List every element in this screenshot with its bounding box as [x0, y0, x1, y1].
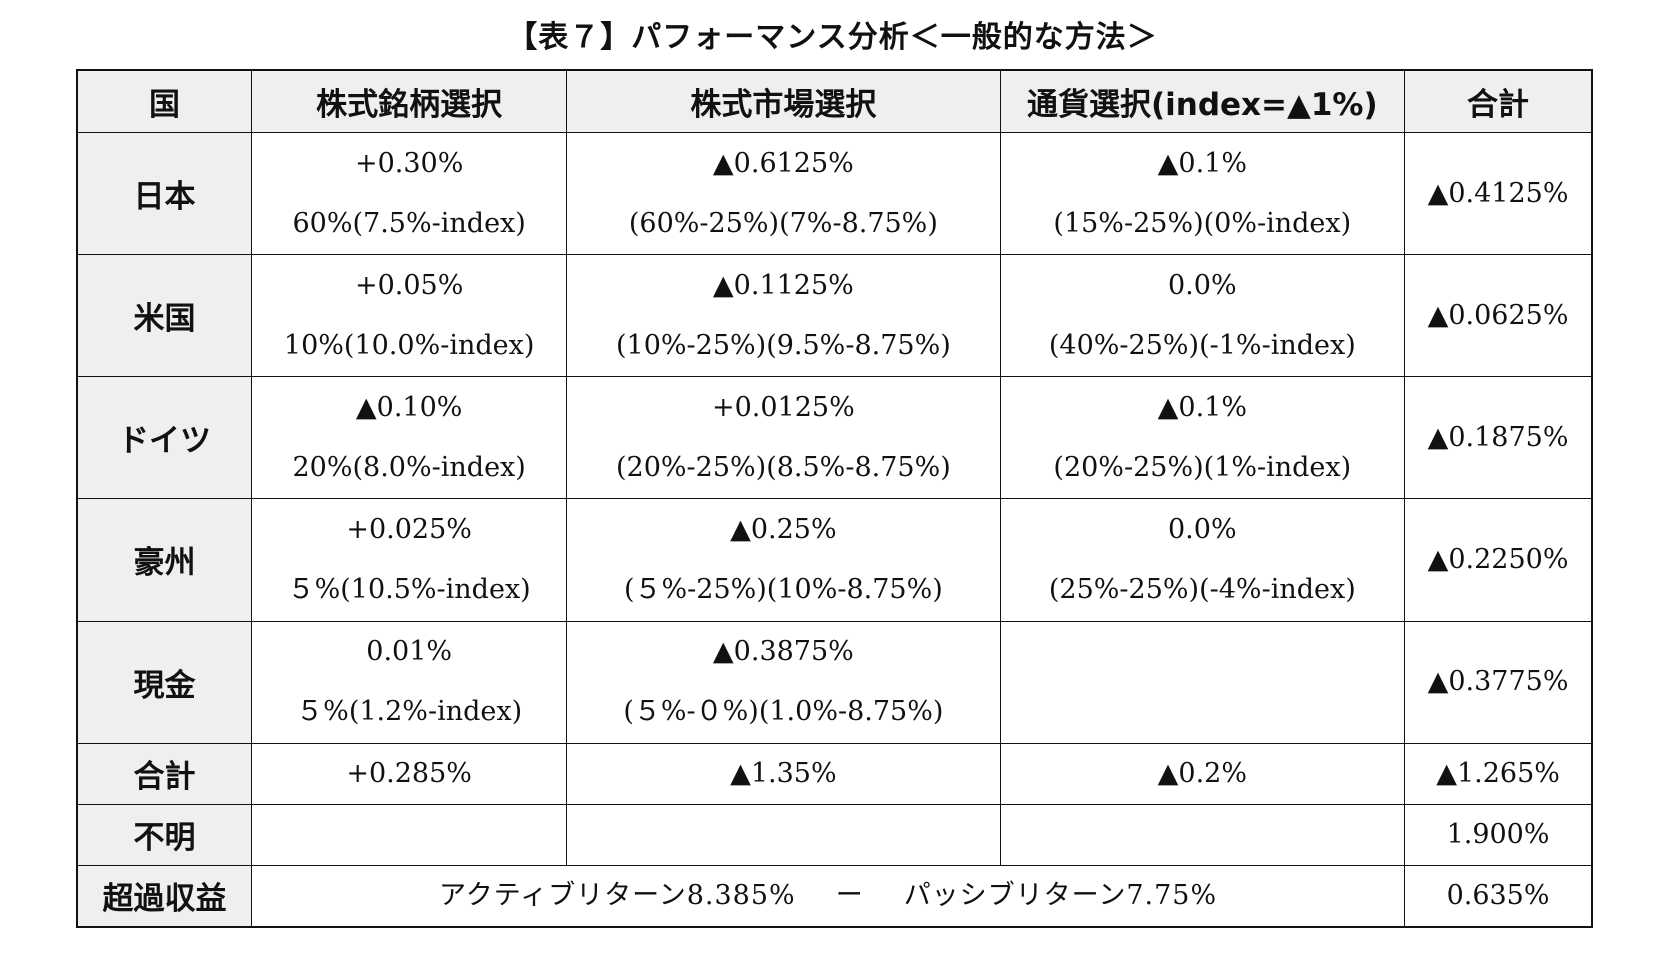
row-header-excess-return: 超過収益 — [76, 864, 253, 928]
row-header-sum: 合計 — [76, 742, 253, 805]
cell-detail: (５%-０%)(1.0%-8.75%) — [623, 696, 944, 728]
cell-detail: (15%-25%)(0%-index) — [1053, 207, 1352, 239]
market-selection-cell: ▲0.6125% (60%-25%)(7%-8.75%) — [566, 131, 1001, 256]
excess-return-row: 超過収益 アクティブリターン8.385% ー パッシブリターン7.75% 0.635… — [76, 864, 1593, 928]
currency-selection-cell — [999, 620, 1406, 744]
row-total-cell: ▲0.3775% — [1404, 620, 1593, 744]
cell-value: ▲0.3875% — [712, 636, 854, 668]
cell-value: ▲0.1% — [1157, 391, 1247, 423]
cell-value: +0.025% — [346, 513, 472, 545]
cell-value: +0.05% — [354, 269, 464, 301]
cell-value: ▲0.1% — [1157, 147, 1247, 179]
cell-detail: (40%-25%)(-1%-index) — [1048, 329, 1356, 361]
stock-selection-cell: 0.01% ５%(1.2%-index) — [251, 620, 568, 744]
sum-total-cell: ▲1.265% — [1404, 742, 1593, 805]
row-header-country: 米国 — [76, 254, 253, 378]
row-total-cell: ▲0.1875% — [1404, 376, 1593, 500]
cell-detail: (５%-25%)(10%-8.75%) — [623, 573, 943, 605]
empty-cell — [251, 803, 568, 866]
cell-detail: 60%(7.5%-index) — [292, 207, 526, 239]
col-header-total: 合計 — [1404, 69, 1593, 133]
cell-value: 0.0% — [1168, 269, 1237, 301]
market-selection-cell: +0.0125% (20%-25%)(8.5%-8.75%) — [566, 376, 1001, 500]
stock-selection-cell: ▲0.10% 20%(8.0%-index) — [251, 376, 568, 500]
unknown-row: 不明 1.900% — [76, 803, 1593, 866]
sum-row: 合計 +0.285% ▲1.35% ▲0.2% ▲1.265% — [76, 742, 1593, 805]
excess-return-expression: アクティブリターン8.385% ー パッシブリターン7.75% — [251, 864, 1406, 928]
col-header-market-selection: 株式市場選択 — [566, 69, 1001, 133]
excess-total-cell: 0.635% — [1404, 864, 1593, 928]
col-header-currency-selection: 通貨選択(index=▲1%) — [999, 69, 1406, 133]
market-selection-cell: ▲0.25% (５%-25%)(10%-8.75%) — [566, 498, 1001, 622]
row-header-country: ドイツ — [76, 376, 253, 500]
cell-detail: 20%(8.0%-index) — [292, 451, 526, 483]
sum-currency-cell: ▲0.2% — [999, 742, 1406, 805]
cell-detail: (20%-25%)(8.5%-8.75%) — [615, 451, 951, 483]
cell-detail: ５%(1.2%-index) — [296, 696, 523, 728]
cell-detail: (60%-25%)(7%-8.75%) — [628, 207, 938, 239]
cell-value: ▲0.25% — [730, 513, 837, 545]
col-header-stock-selection: 株式銘柄選択 — [251, 69, 568, 133]
row-header-country: 豪州 — [76, 498, 253, 622]
unknown-total-cell: 1.900% — [1404, 803, 1593, 866]
cell-detail: 10%(10.0%-index) — [283, 329, 535, 361]
col-header-country: 国 — [76, 69, 253, 133]
row-header-country: 現金 — [76, 620, 253, 744]
cell-value: ▲0.10% — [355, 391, 463, 423]
cell-value: ▲0.6125% — [712, 147, 854, 179]
row-header-unknown: 不明 — [76, 803, 253, 866]
performance-table: 国 株式銘柄選択 株式市場選択 通貨選択(index=▲1%) 合計 日本 +0… — [76, 69, 1593, 928]
empty-cell — [566, 803, 1001, 866]
header-row: 国 株式銘柄選択 株式市場選択 通貨選択(index=▲1%) 合計 — [76, 69, 1593, 133]
empty-cell — [999, 803, 1406, 866]
stock-selection-cell: +0.05% 10%(10.0%-index) — [251, 254, 568, 378]
cell-detail: (25%-25%)(-4%-index) — [1048, 573, 1356, 605]
passive-return-text: パッシブリターン7.75% — [903, 879, 1218, 911]
table-row: 現金 0.01% ５%(1.2%-index) ▲0.3875% (５%-０%)… — [76, 620, 1593, 744]
cell-value: +0.0125% — [711, 391, 855, 423]
currency-selection-cell: 0.0% (40%-25%)(-1%-index) — [999, 254, 1406, 378]
market-selection-cell: ▲0.3875% (５%-０%)(1.0%-8.75%) — [566, 620, 1001, 744]
table-row: 米国 +0.05% 10%(10.0%-index) ▲0.1125% (10%… — [76, 254, 1593, 378]
minus-sign: ー — [835, 879, 864, 911]
row-total-cell: ▲0.0625% — [1404, 254, 1593, 378]
table-row: ドイツ ▲0.10% 20%(8.0%-index) +0.0125% (20%… — [76, 376, 1593, 500]
cell-detail: ５%(10.5%-index) — [287, 573, 531, 605]
cell-value: ▲0.1125% — [712, 269, 854, 301]
table-row: 豪州 +0.025% ５%(10.5%-index) ▲0.25% (５%-25… — [76, 498, 1593, 622]
row-total-cell: ▲0.2250% — [1404, 498, 1593, 622]
currency-selection-cell: 0.0% (25%-25%)(-4%-index) — [999, 498, 1406, 622]
table-row: 日本 +0.30% 60%(7.5%-index) ▲0.6125% (60%-… — [76, 131, 1593, 256]
currency-selection-cell: ▲0.1% (20%-25%)(1%-index) — [999, 376, 1406, 500]
row-total-cell: ▲0.4125% — [1404, 131, 1593, 256]
table-title: 【表７】パフォーマンス分析＜一般的な方法＞ — [507, 20, 1158, 55]
cell-value: 0.01% — [366, 636, 453, 668]
cell-value: 0.0% — [1168, 513, 1237, 545]
cell-detail: (20%-25%)(1%-index) — [1053, 451, 1352, 483]
market-selection-cell: ▲0.1125% (10%-25%)(9.5%-8.75%) — [566, 254, 1001, 378]
stock-selection-cell: +0.025% ５%(10.5%-index) — [251, 498, 568, 622]
sum-stock-cell: +0.285% — [251, 742, 568, 805]
sum-market-cell: ▲1.35% — [566, 742, 1001, 805]
currency-selection-cell: ▲0.1% (15%-25%)(0%-index) — [999, 131, 1406, 256]
row-header-country: 日本 — [76, 131, 253, 256]
cell-value: +0.30% — [354, 147, 464, 179]
cell-detail: (10%-25%)(9.5%-8.75%) — [615, 329, 951, 361]
stock-selection-cell: +0.30% 60%(7.5%-index) — [251, 131, 568, 256]
active-return-text: アクティブリターン8.385% — [439, 879, 796, 911]
